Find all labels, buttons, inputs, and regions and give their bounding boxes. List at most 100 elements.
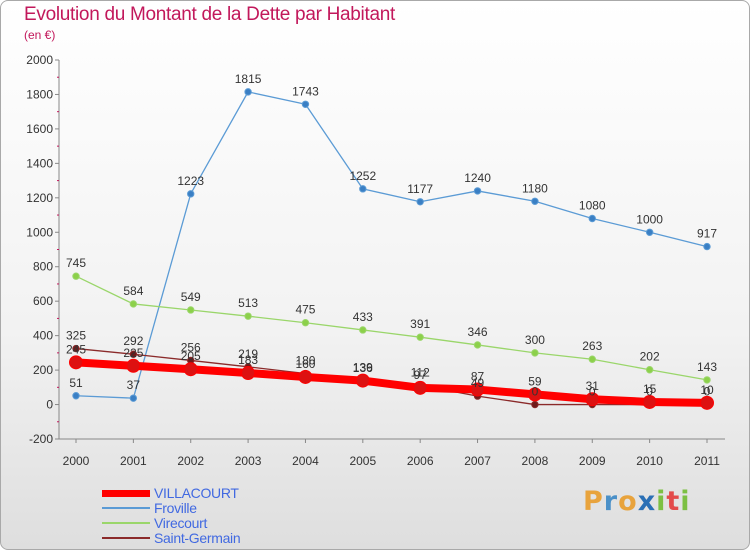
data-label-villacourt: 59 bbox=[528, 374, 542, 388]
series-line-villacourt bbox=[72, 358, 711, 407]
data-point-froville bbox=[416, 198, 424, 206]
data-point-froville bbox=[301, 100, 310, 108]
series-line-virecourt bbox=[75, 275, 708, 381]
data-label-saint-germain: 180 bbox=[295, 354, 315, 368]
y-tick-label: 1600 bbox=[26, 122, 53, 136]
data-label-saint-germain: 0 bbox=[532, 385, 539, 399]
data-point-virecourt bbox=[588, 355, 596, 363]
data-point-saint-germain bbox=[72, 344, 80, 353]
data-label-villacourt: 97 bbox=[414, 368, 428, 382]
data-point-villacourt bbox=[355, 373, 370, 388]
data-point-virecourt bbox=[301, 319, 310, 327]
data-label-froville: 1223 bbox=[177, 174, 204, 188]
x-tick-label: 2004 bbox=[292, 454, 319, 468]
legend-label: VILLACOURT bbox=[154, 485, 239, 501]
x-tick-label: 2009 bbox=[579, 454, 606, 468]
data-label-froville: 1815 bbox=[235, 72, 262, 86]
data-point-virecourt bbox=[72, 272, 80, 280]
x-tick-label: 2000 bbox=[63, 454, 90, 468]
y-tick-label: 200 bbox=[33, 363, 53, 377]
legend-swatch-saint-germain bbox=[102, 537, 150, 539]
chart-title: Evolution du Montant de la Dette par Hab… bbox=[24, 4, 395, 25]
data-point-villacourt bbox=[700, 395, 714, 410]
data-label-virecourt: 513 bbox=[238, 296, 258, 310]
data-label-froville: 51 bbox=[69, 376, 83, 390]
data-label-virecourt: 346 bbox=[468, 325, 488, 339]
data-label-virecourt: 391 bbox=[410, 317, 430, 331]
data-label-virecourt: 475 bbox=[295, 303, 315, 317]
y-tick-label: 1000 bbox=[26, 225, 53, 239]
data-label-villacourt: 205 bbox=[181, 349, 201, 363]
data-label-froville: 917 bbox=[697, 227, 717, 241]
y-axis-ticks: -200 0 200 400 600 800 1000 1200 1400 1600 1800 200… bbox=[26, 53, 59, 446]
logo-letter: P bbox=[583, 486, 604, 517]
series-group bbox=[69, 88, 714, 410]
data-label-froville: 1240 bbox=[464, 171, 491, 185]
data-label-saint-germain: 112 bbox=[411, 365, 430, 379]
legend-swatch-villacourt bbox=[102, 490, 150, 497]
series-line-froville bbox=[75, 91, 708, 399]
data-point-villacourt bbox=[183, 362, 198, 377]
data-label-saint-germain: 325 bbox=[66, 329, 86, 343]
data-point-virecourt bbox=[703, 376, 711, 384]
data-label-villacourt: 87 bbox=[471, 370, 485, 384]
data-point-virecourt bbox=[531, 349, 539, 357]
data-point-virecourt bbox=[473, 341, 482, 349]
logo-letter: i bbox=[656, 486, 667, 517]
logo-letter: i bbox=[680, 486, 691, 517]
data-point-virecourt bbox=[244, 312, 252, 320]
y-tick-label: 400 bbox=[33, 329, 53, 343]
data-label-villacourt: 139 bbox=[353, 361, 373, 375]
y-tick-label: 2000 bbox=[26, 53, 53, 67]
data-label-saint-germain: 136 bbox=[353, 361, 373, 375]
data-label-villacourt: 245 bbox=[66, 342, 86, 356]
data-point-villacourt bbox=[69, 355, 83, 370]
y-tick-label: 0 bbox=[46, 398, 53, 412]
legend-label: Saint-Germain bbox=[154, 530, 241, 546]
chart-subtitle: (en €) bbox=[24, 28, 56, 42]
y-tick-label: 1800 bbox=[26, 87, 53, 101]
data-point-froville bbox=[645, 228, 654, 236]
data-point-villacourt bbox=[126, 358, 141, 373]
data-label-froville: 1080 bbox=[579, 198, 606, 212]
data-point-villacourt bbox=[241, 366, 256, 381]
data-point-froville bbox=[359, 185, 367, 193]
data-label-saint-germain: 292 bbox=[123, 334, 143, 348]
legend-label: Froville bbox=[154, 500, 197, 516]
data-label-villacourt: 183 bbox=[238, 353, 258, 367]
data-label-saint-germain: 256 bbox=[181, 340, 201, 354]
data-point-villacourt bbox=[413, 380, 428, 395]
x-tick-label: 2006 bbox=[407, 454, 434, 468]
legend-swatch-virecourt bbox=[102, 522, 150, 524]
data-label-saint-germain: 0 bbox=[589, 385, 596, 399]
legend-label: Virecourt bbox=[154, 515, 208, 531]
data-label-virecourt: 263 bbox=[582, 339, 602, 353]
data-label-virecourt: 202 bbox=[640, 350, 660, 364]
data-point-froville bbox=[531, 197, 539, 205]
series-line-saint-germain bbox=[75, 347, 708, 406]
logo-letter: x bbox=[637, 486, 657, 517]
data-label-virecourt: 745 bbox=[66, 256, 86, 270]
x-tick-label: 2003 bbox=[235, 454, 262, 468]
data-point-virecourt bbox=[187, 306, 195, 314]
data-label-virecourt: 549 bbox=[181, 290, 201, 304]
data-point-froville bbox=[187, 190, 195, 198]
data-point-saint-germain bbox=[531, 400, 539, 409]
data-label-virecourt: 433 bbox=[353, 310, 373, 324]
y-tick-label: 1200 bbox=[26, 191, 53, 205]
y-tick-label: -200 bbox=[29, 432, 53, 446]
x-tick-label: 2011 bbox=[694, 454, 720, 468]
x-axis-ticks: 2000 2001 2002 2003 2004 2005 2006 2007 2008 2009… bbox=[63, 439, 720, 468]
data-point-villacourt bbox=[298, 369, 313, 384]
data-label-villacourt: 160 bbox=[295, 357, 315, 371]
data-label-froville: 1743 bbox=[292, 84, 319, 98]
data-label-saint-germain: 0 bbox=[646, 385, 653, 399]
data-label-froville: 1000 bbox=[636, 212, 663, 226]
data-label-saint-germain: 49 bbox=[471, 376, 485, 390]
y-tick-label: 800 bbox=[33, 260, 53, 274]
x-tick-label: 2008 bbox=[522, 454, 549, 468]
x-tick-label: 2002 bbox=[177, 454, 204, 468]
logo-letter: t bbox=[666, 486, 681, 517]
